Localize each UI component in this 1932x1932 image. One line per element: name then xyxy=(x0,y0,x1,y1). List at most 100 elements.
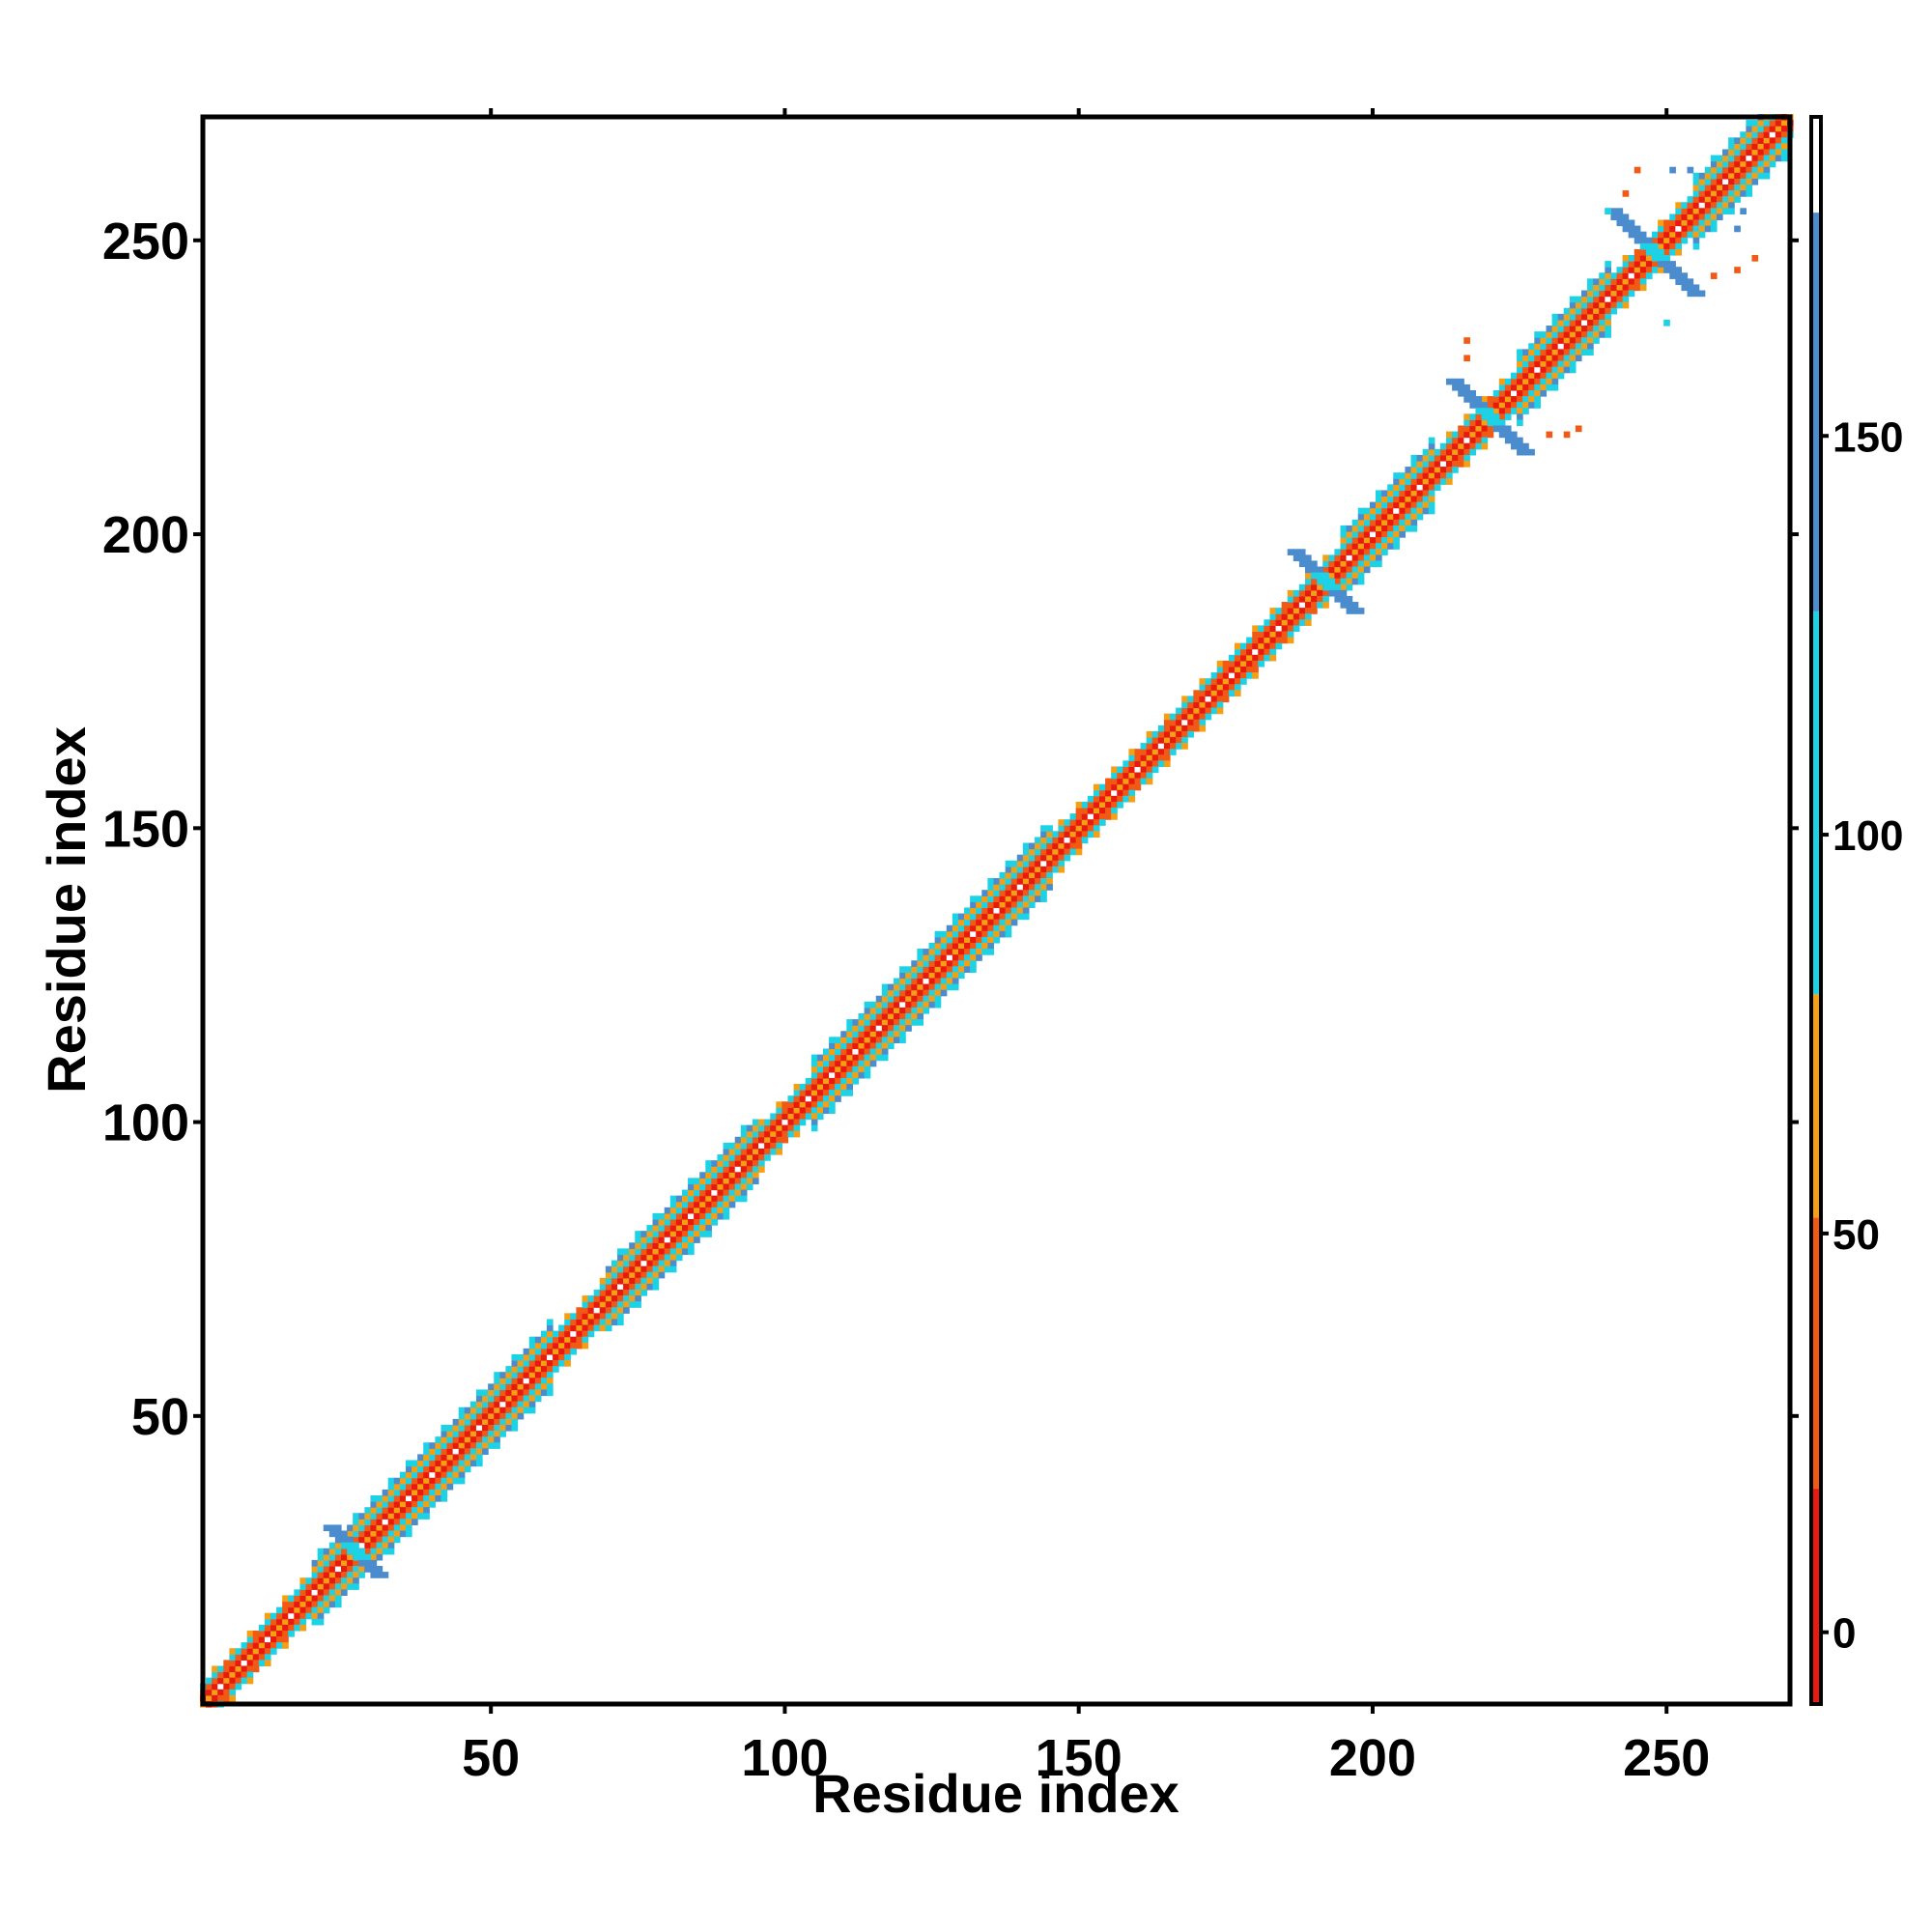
heatmap-cell xyxy=(1616,208,1624,214)
heatmap-cell xyxy=(488,1442,495,1449)
heatmap-cell xyxy=(1157,724,1165,732)
heatmap-cell xyxy=(582,1313,589,1321)
heatmap-cell xyxy=(270,1612,277,1620)
heatmap-cell xyxy=(728,1148,736,1155)
heatmap-cell xyxy=(928,972,936,980)
heatmap-cell xyxy=(494,1436,500,1443)
heatmap-cell xyxy=(358,1542,365,1549)
heatmap-cell xyxy=(1540,384,1548,391)
heatmap-cell xyxy=(1599,319,1605,327)
colorbar-tick-label: 150 xyxy=(1833,413,1903,461)
heatmap-cell xyxy=(1322,602,1329,609)
heatmap-cell xyxy=(1151,730,1159,738)
heatmap-cell xyxy=(423,1513,430,1520)
heatmap-cell xyxy=(746,1136,753,1144)
heatmap-cell xyxy=(417,1513,424,1520)
heatmap-cell xyxy=(1035,860,1041,867)
heatmap-cell xyxy=(752,1119,759,1126)
heatmap-cell xyxy=(1517,419,1523,427)
heatmap-cell xyxy=(934,966,942,973)
heatmap-cell xyxy=(1340,595,1348,603)
heatmap-cell xyxy=(523,1372,530,1378)
heatmap-cell xyxy=(1475,442,1483,450)
heatmap-cell xyxy=(999,901,1007,909)
heatmap-cell xyxy=(764,1119,771,1126)
heatmap-cell xyxy=(1551,360,1559,368)
heatmap-cell xyxy=(964,966,971,973)
heatmap-cell xyxy=(728,1172,736,1179)
heatmap-cell xyxy=(270,1642,277,1649)
heatmap-cell xyxy=(1093,819,1100,826)
heatmap-cell xyxy=(294,1595,300,1603)
heatmap-cell xyxy=(323,1553,330,1561)
heatmap-cell xyxy=(952,913,959,921)
heatmap-cell xyxy=(1722,202,1729,209)
heatmap-cell xyxy=(1557,326,1565,332)
heatmap-cell xyxy=(334,1530,342,1538)
heatmap-cell xyxy=(1605,278,1611,286)
heatmap-cell xyxy=(1645,272,1653,279)
heatmap-cell xyxy=(1298,583,1306,591)
heatmap-cell xyxy=(1193,707,1201,715)
heatmap-cell xyxy=(1058,825,1065,832)
heatmap-cell xyxy=(1022,907,1030,915)
heatmap-cell xyxy=(1058,819,1065,826)
heatmap-cell xyxy=(1210,707,1218,715)
heatmap-cell xyxy=(1252,654,1259,662)
heatmap-cell xyxy=(858,1025,866,1032)
heatmap-cell xyxy=(1517,372,1523,380)
heatmap-cell xyxy=(1287,625,1294,633)
heatmap-cell xyxy=(805,1077,812,1085)
heatmap-cell xyxy=(1587,331,1594,338)
heatmap-cell xyxy=(829,1060,836,1067)
heatmap-cell xyxy=(858,1031,866,1037)
heatmap-cell xyxy=(469,1412,477,1420)
heatmap-cell xyxy=(1064,831,1071,838)
heatmap-cell xyxy=(311,1618,319,1626)
heatmap-cell xyxy=(1346,537,1353,544)
heatmap-cell xyxy=(793,1124,801,1132)
heatmap-cell xyxy=(1587,296,1594,303)
heatmap-cell xyxy=(387,1513,395,1520)
heatmap-cell xyxy=(405,1483,412,1491)
heatmap-cell xyxy=(946,936,953,944)
heatmap-cell xyxy=(987,907,995,915)
heatmap-cell xyxy=(1769,149,1776,156)
heatmap-cell xyxy=(328,1577,336,1584)
heatmap-cell xyxy=(664,1236,671,1243)
heatmap-cell xyxy=(734,1160,742,1167)
heatmap-cell xyxy=(1405,513,1412,521)
heatmap-cell xyxy=(505,1378,513,1384)
y-tick-label: 50 xyxy=(131,1388,189,1446)
heatmap-cell xyxy=(1381,519,1388,526)
heatmap-cell xyxy=(1005,907,1012,915)
heatmap-cell xyxy=(1387,501,1394,509)
heatmap-cell xyxy=(1311,572,1318,580)
heatmap-cell xyxy=(970,895,977,902)
heatmap-cell xyxy=(946,972,953,980)
heatmap-cell xyxy=(576,1336,583,1344)
heatmap-cell xyxy=(241,1677,248,1685)
heatmap-cell xyxy=(258,1660,266,1667)
heatmap-cell xyxy=(1763,120,1771,127)
heatmap-cell xyxy=(458,1418,466,1426)
heatmap-cell xyxy=(1704,190,1712,197)
heatmap-cell xyxy=(587,1313,595,1321)
heatmap-cell xyxy=(1716,155,1723,162)
heatmap-cell xyxy=(1428,472,1435,479)
heatmap-cell xyxy=(564,1324,571,1332)
heatmap-cell xyxy=(423,1501,430,1508)
heatmap-cell xyxy=(1452,437,1459,444)
heatmap-cell xyxy=(1639,272,1647,279)
heatmap-cell xyxy=(694,1207,700,1214)
heatmap-cell xyxy=(1687,166,1694,174)
heatmap-cell xyxy=(1663,219,1670,227)
heatmap-cell xyxy=(341,1548,348,1555)
heatmap-cell xyxy=(1087,813,1094,820)
heatmap-cell xyxy=(1181,696,1188,703)
heatmap-cell xyxy=(699,1172,706,1179)
heatmap-cell xyxy=(1311,589,1318,597)
heatmap-cell xyxy=(553,1366,559,1373)
heatmap-cell xyxy=(1463,355,1470,362)
